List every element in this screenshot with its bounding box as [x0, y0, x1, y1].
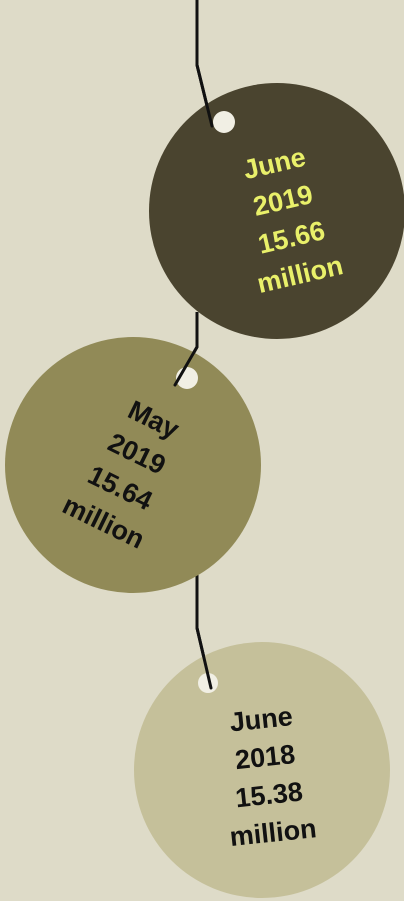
tag-disc: [5, 337, 261, 593]
tag-disc: [149, 83, 404, 339]
tag-1: June201915.66million: [149, 83, 404, 339]
tag-value-label: 15.38: [234, 776, 304, 813]
tag-hole: [213, 111, 235, 133]
string-hook-2: [173, 345, 199, 387]
string-hook-1: [195, 63, 214, 128]
tag-year: 2018: [234, 739, 297, 775]
tag-month: June: [228, 701, 294, 737]
tag-2: May201915.64million: [5, 337, 261, 593]
tag-label: June201815.38million: [216, 700, 318, 852]
tag-hole: [198, 673, 218, 693]
tag-disc: [134, 642, 390, 898]
tag-3: June201815.38million: [134, 642, 390, 898]
string-hook-3: [195, 626, 213, 690]
